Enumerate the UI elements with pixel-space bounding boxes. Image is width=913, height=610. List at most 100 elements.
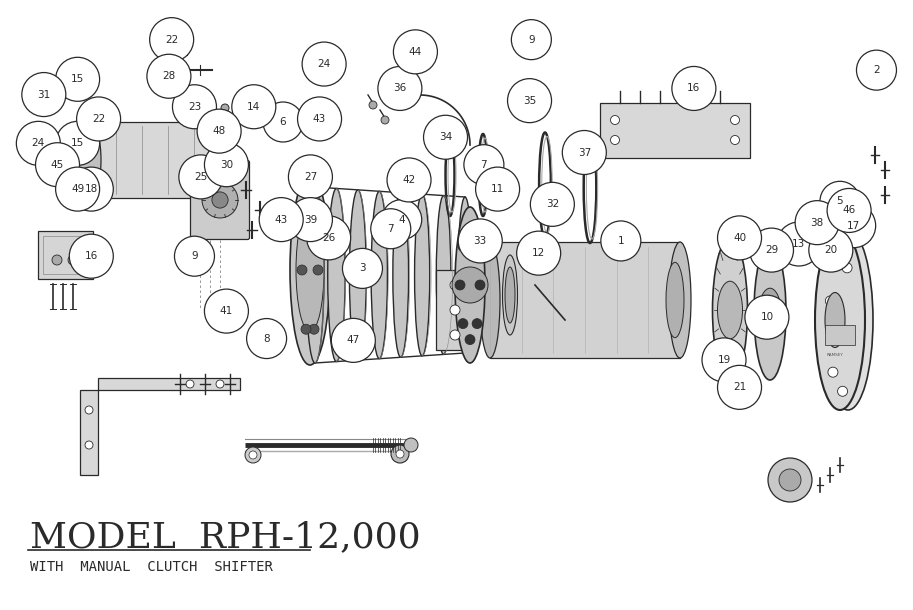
Text: 44: 44 xyxy=(409,47,422,57)
Bar xyxy=(600,102,750,157)
Circle shape xyxy=(404,438,418,452)
Bar xyxy=(825,325,855,345)
Ellipse shape xyxy=(666,262,684,338)
Circle shape xyxy=(702,338,746,382)
Circle shape xyxy=(36,143,79,187)
Circle shape xyxy=(391,445,409,463)
Text: 23: 23 xyxy=(188,102,201,112)
Circle shape xyxy=(464,145,504,185)
Text: 49: 49 xyxy=(71,184,84,194)
Circle shape xyxy=(833,244,843,254)
Circle shape xyxy=(331,318,375,362)
Text: 27: 27 xyxy=(304,172,317,182)
Circle shape xyxy=(809,228,853,272)
Text: 21: 21 xyxy=(733,382,746,392)
Text: 36: 36 xyxy=(394,84,406,93)
Circle shape xyxy=(69,167,113,211)
Circle shape xyxy=(472,242,482,251)
Text: 31: 31 xyxy=(37,90,50,99)
Circle shape xyxy=(832,204,876,248)
Circle shape xyxy=(309,325,319,334)
Ellipse shape xyxy=(754,244,786,380)
Circle shape xyxy=(342,248,383,289)
Text: RAMSEY: RAMSEY xyxy=(826,353,844,357)
Circle shape xyxy=(530,182,574,226)
Text: 42: 42 xyxy=(403,175,415,185)
Ellipse shape xyxy=(209,122,231,198)
Text: 2: 2 xyxy=(873,65,880,75)
Text: MODEL  RPH-12,000: MODEL RPH-12,000 xyxy=(30,520,421,554)
Text: 32: 32 xyxy=(546,199,559,209)
Text: 45: 45 xyxy=(51,160,64,170)
Circle shape xyxy=(247,318,287,359)
Circle shape xyxy=(745,295,789,339)
Circle shape xyxy=(455,280,465,290)
Ellipse shape xyxy=(480,242,500,358)
Circle shape xyxy=(202,182,238,218)
Circle shape xyxy=(730,135,740,145)
Circle shape xyxy=(150,18,194,62)
Circle shape xyxy=(369,101,377,109)
Circle shape xyxy=(212,192,228,208)
Circle shape xyxy=(825,296,835,306)
Circle shape xyxy=(475,280,485,290)
Circle shape xyxy=(465,335,475,345)
Circle shape xyxy=(216,380,224,388)
Text: 24: 24 xyxy=(32,138,45,148)
Circle shape xyxy=(856,50,897,90)
Text: 15: 15 xyxy=(71,74,84,84)
Circle shape xyxy=(205,143,248,187)
Circle shape xyxy=(458,318,468,329)
Text: 26: 26 xyxy=(322,233,335,243)
Circle shape xyxy=(611,135,620,145)
Circle shape xyxy=(69,234,113,278)
Circle shape xyxy=(452,267,488,303)
Ellipse shape xyxy=(458,197,472,353)
Text: 46: 46 xyxy=(843,206,855,215)
Text: 10: 10 xyxy=(761,312,773,322)
Circle shape xyxy=(508,79,551,123)
Bar xyxy=(37,231,92,279)
Circle shape xyxy=(232,85,276,129)
Text: 24: 24 xyxy=(318,59,331,69)
Circle shape xyxy=(297,265,307,275)
Circle shape xyxy=(16,121,60,165)
Circle shape xyxy=(147,54,191,98)
Text: 39: 39 xyxy=(304,215,317,224)
Text: WITH  MANUAL  CLUTCH  SHIFTER: WITH MANUAL CLUTCH SHIFTER xyxy=(30,560,273,574)
Circle shape xyxy=(394,30,437,74)
Circle shape xyxy=(827,188,871,232)
Ellipse shape xyxy=(372,192,387,359)
Text: 40: 40 xyxy=(733,233,746,243)
Circle shape xyxy=(562,131,606,174)
Circle shape xyxy=(718,216,761,260)
Circle shape xyxy=(828,367,838,377)
Bar xyxy=(490,242,680,358)
Text: 7: 7 xyxy=(387,224,394,234)
Ellipse shape xyxy=(455,207,485,363)
Text: 48: 48 xyxy=(213,126,226,136)
Circle shape xyxy=(382,199,422,240)
Circle shape xyxy=(837,386,847,396)
Circle shape xyxy=(820,181,860,221)
Text: 41: 41 xyxy=(220,306,233,316)
Bar xyxy=(436,270,474,350)
Text: 33: 33 xyxy=(474,236,487,246)
Circle shape xyxy=(842,263,852,273)
Circle shape xyxy=(56,57,100,101)
Circle shape xyxy=(179,155,223,199)
Circle shape xyxy=(450,280,460,290)
Text: 5: 5 xyxy=(836,196,844,206)
Text: 20: 20 xyxy=(824,245,837,255)
Circle shape xyxy=(302,42,346,86)
Circle shape xyxy=(186,380,194,388)
Circle shape xyxy=(450,330,460,340)
Text: 29: 29 xyxy=(765,245,778,255)
Text: 43: 43 xyxy=(313,114,326,124)
Text: 14: 14 xyxy=(247,102,260,112)
Text: 22: 22 xyxy=(165,35,178,45)
Text: 9: 9 xyxy=(191,251,198,261)
Text: 37: 37 xyxy=(578,148,591,157)
Ellipse shape xyxy=(436,196,451,354)
Text: 13: 13 xyxy=(792,239,805,249)
